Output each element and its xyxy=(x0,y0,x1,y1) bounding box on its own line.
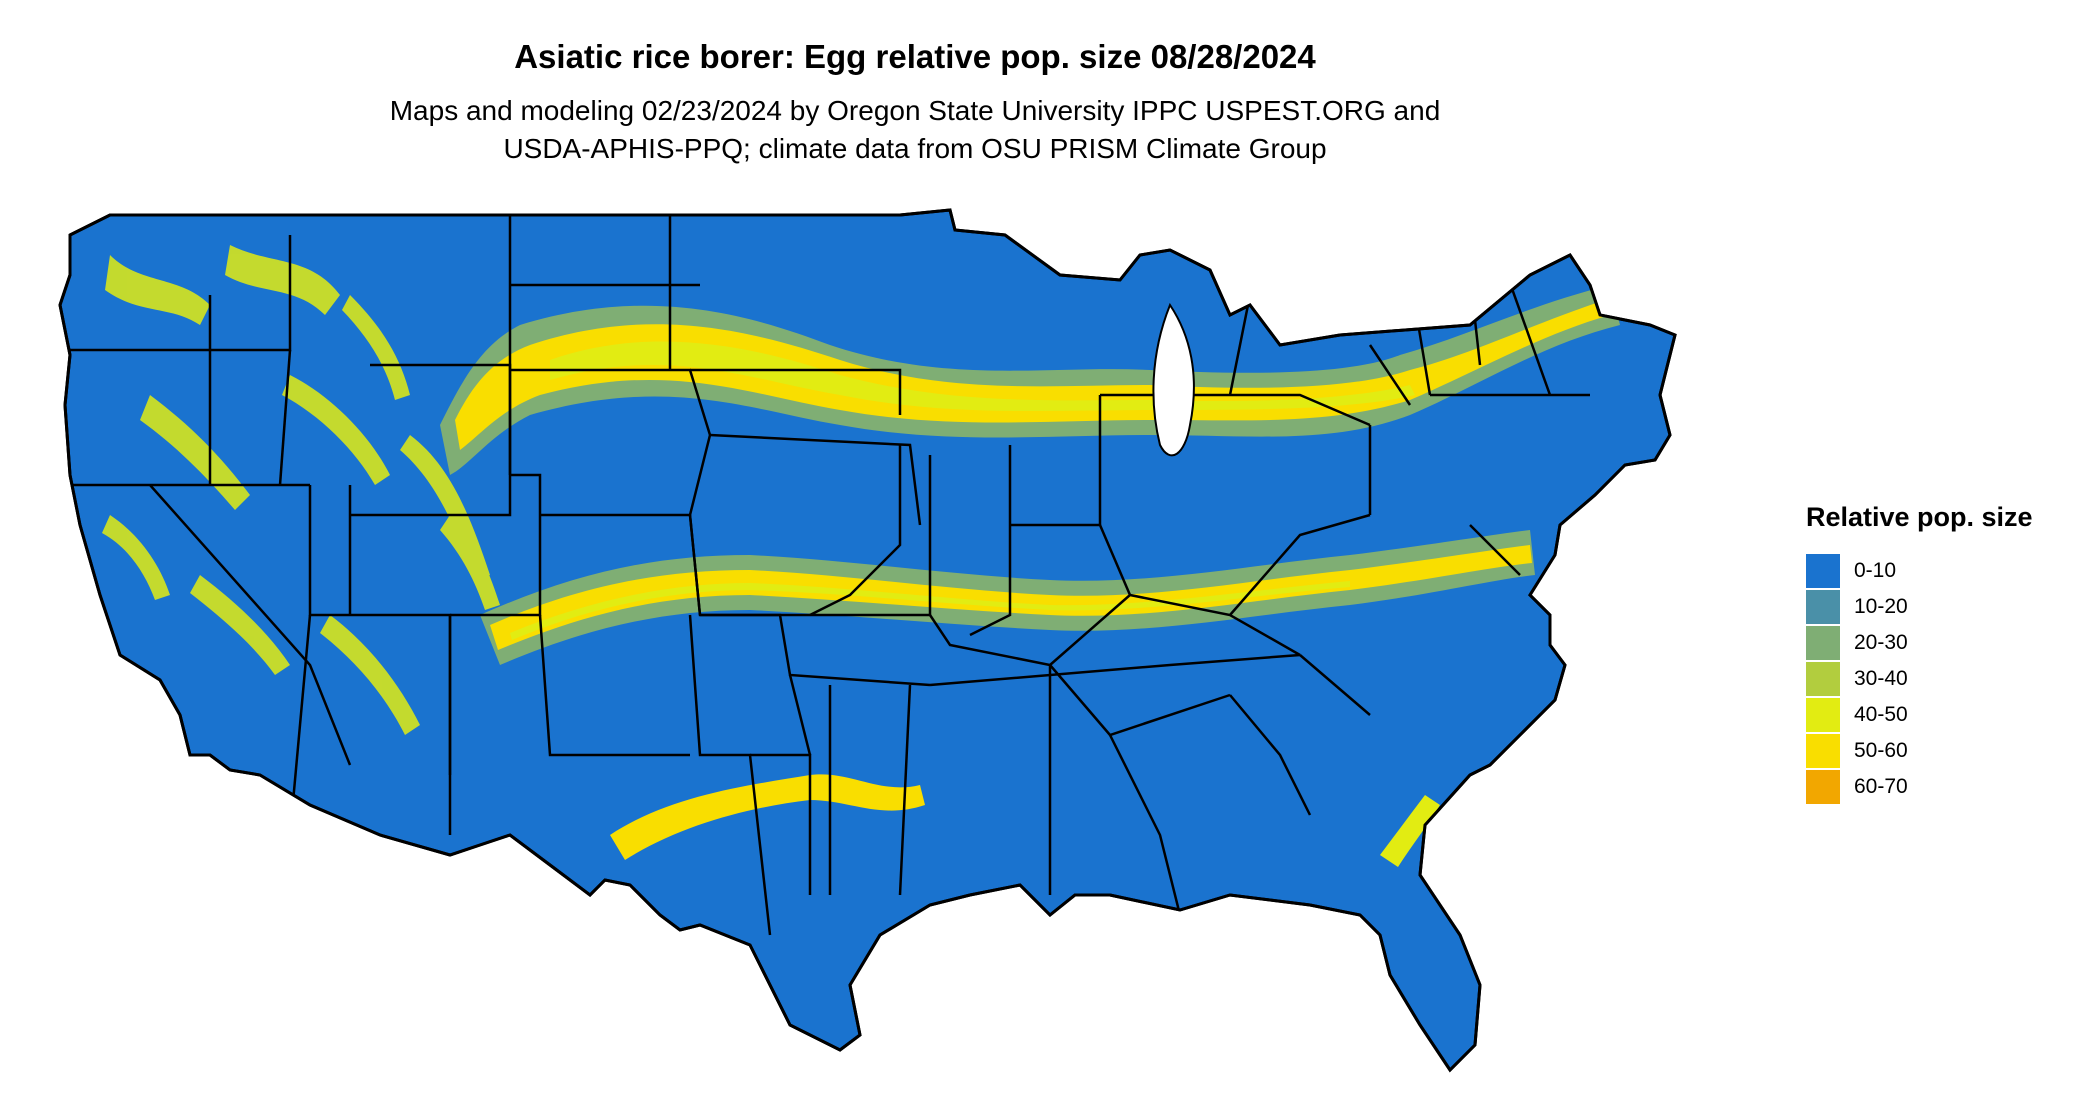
legend-item: 60-70 xyxy=(1806,769,2096,805)
legend-swatch xyxy=(1806,626,1840,660)
legend-item: 10-20 xyxy=(1806,589,2096,625)
subtitle-line-1: Maps and modeling 02/23/2024 by Oregon S… xyxy=(389,95,1441,126)
map-subtitle: Maps and modeling 02/23/2024 by Oregon S… xyxy=(0,92,1830,168)
legend-label: 50-60 xyxy=(1854,739,1908,762)
legend-label: 60-70 xyxy=(1854,775,1908,798)
band-florida xyxy=(1380,795,1440,867)
legend-item: 20-30 xyxy=(1806,625,2096,661)
legend-swatch xyxy=(1806,590,1840,624)
us-map xyxy=(58,208,1677,1073)
us-outline xyxy=(58,208,1677,1073)
lake-michigan xyxy=(1152,302,1195,457)
legend-label: 10-20 xyxy=(1854,595,1908,618)
band-gulf xyxy=(610,774,925,860)
us-outline-stroke xyxy=(58,208,1677,1073)
legend-label: 20-30 xyxy=(1854,631,1908,654)
legend-item: 40-50 xyxy=(1806,697,2096,733)
legend-swatch xyxy=(1806,662,1840,696)
population-bands xyxy=(102,245,1620,867)
legend-label: 40-50 xyxy=(1854,703,1908,726)
legend-item: 0-10 xyxy=(1806,553,2096,589)
subtitle-line-2: USDA-APHIS-PPQ; climate data from OSU PR… xyxy=(503,133,1327,164)
state-borders xyxy=(60,215,1590,936)
legend-item: 30-40 xyxy=(1806,661,2096,697)
legend-items: 0-10 10-20 20-30 30-40 40-50 50-60 60-70 xyxy=(1806,553,2096,805)
legend-title: Relative pop. size xyxy=(1806,502,2033,532)
legend-label: 0-10 xyxy=(1854,559,1897,582)
legend-swatch xyxy=(1806,770,1840,804)
legend: Relative pop. size 0-10 10-20 20-30 30-40 40… xyxy=(1806,502,2096,805)
legend-swatch xyxy=(1806,698,1840,732)
map-title: Asiatic rice borer: Egg relative pop. si… xyxy=(514,38,1316,75)
western-speckle xyxy=(102,245,500,735)
band-north-inner xyxy=(455,300,1610,450)
legend-swatch xyxy=(1806,734,1840,768)
band-north-core xyxy=(550,341,1415,412)
legend-swatch xyxy=(1806,554,1840,588)
legend-label: 30-40 xyxy=(1854,667,1908,690)
legend-item: 50-60 xyxy=(1806,733,2096,769)
